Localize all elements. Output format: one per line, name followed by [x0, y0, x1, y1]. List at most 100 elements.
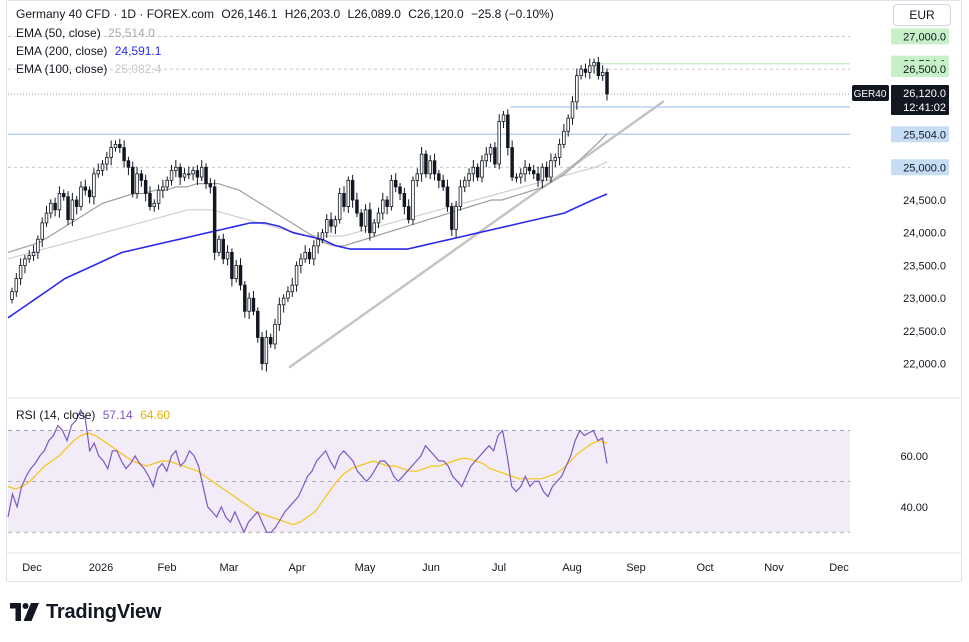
candle-body — [290, 284, 294, 293]
candle-body — [337, 193, 342, 221]
ema50-value: 25,514.0 — [108, 26, 155, 40]
candle-body — [40, 222, 44, 240]
candle-body — [376, 212, 381, 224]
price-axis-tick: 23,000.0 — [903, 293, 946, 305]
time-axis-tick: Oct — [696, 562, 713, 574]
candle-body — [450, 206, 454, 230]
candle-body — [471, 166, 476, 175]
candle-body — [557, 143, 562, 158]
time-axis-tick: Aug — [562, 562, 582, 574]
candle-body — [18, 265, 23, 279]
candle-body — [501, 114, 506, 122]
ema200-value: 24,591.1 — [114, 44, 162, 58]
candle-body — [454, 206, 458, 230]
candle-body — [27, 255, 31, 260]
time-axis-tick: Sep — [626, 562, 646, 574]
candle-body — [174, 166, 178, 171]
candle-body — [156, 189, 161, 204]
candle-body — [519, 173, 523, 178]
candle-body — [363, 209, 368, 227]
high-value: H26,203.0 — [284, 7, 341, 21]
candle-body — [165, 179, 169, 188]
candle-body — [204, 166, 208, 185]
candle-body — [325, 219, 329, 234]
rsi-legend[interactable]: RSI (14, close) 57.14 64.60 — [16, 408, 174, 422]
candle-body — [152, 202, 157, 207]
candle-body — [70, 199, 75, 221]
symbol-tag: GER40 — [854, 89, 887, 100]
candle-body — [510, 147, 514, 178]
ema100-legend[interactable]: EMA (100, close) 25,082.4 — [16, 62, 165, 76]
candle-body — [105, 157, 109, 165]
candle-body — [329, 219, 333, 227]
candle-body — [294, 265, 299, 286]
candle-body — [566, 117, 570, 132]
candle-body — [256, 310, 260, 338]
level-label: 25,504.0 — [903, 129, 946, 141]
candle-body — [109, 147, 113, 158]
candle-body — [368, 209, 372, 234]
rsi-axis-tick: 60.00 — [900, 451, 928, 463]
candle-body — [549, 160, 553, 178]
candle-body — [506, 114, 510, 149]
candle-body — [342, 193, 346, 207]
candle-body — [139, 173, 144, 181]
candle-body — [286, 291, 290, 299]
close-value: C26,120.0 — [408, 7, 464, 21]
price-axis-tick: 24,500.0 — [903, 195, 946, 207]
time-axis-tick: Apr — [288, 562, 305, 574]
candle-body — [432, 160, 437, 175]
symbol-tag-bg — [852, 84, 889, 101]
candle-body — [221, 238, 226, 260]
candle-body — [10, 291, 14, 300]
symbol-title[interactable]: Germany 40 CFD · 1D · FOREX.com — [16, 7, 215, 21]
candle-body — [135, 173, 139, 194]
candle-body — [592, 62, 596, 67]
countdown-label: 12:41:02 — [903, 102, 946, 114]
candle-body — [346, 179, 351, 207]
candle-body — [389, 179, 394, 207]
candle-body — [268, 337, 273, 345]
candle-body — [540, 166, 545, 181]
rsi-band-bg — [8, 430, 850, 533]
candle-body — [570, 101, 575, 119]
candle-body — [273, 323, 277, 345]
tradingview-logo[interactable]: TradingView — [10, 598, 161, 626]
time-axis-tick: Jun — [422, 562, 440, 574]
time-axis-tick: Dec — [829, 562, 849, 574]
brand-name: TradingView — [46, 600, 162, 623]
time-axis-tick: Jul — [492, 562, 506, 574]
change-value: −25.8 (−0.10%) — [470, 7, 554, 21]
candle-body — [57, 193, 62, 211]
candle-body — [428, 160, 432, 175]
level-label: 25,000.0 — [903, 162, 946, 174]
time-axis-tick: Nov — [764, 562, 784, 574]
candle-body — [531, 170, 536, 175]
candle-body — [260, 337, 264, 365]
ema200-legend[interactable]: EMA (200, close) 24,591.1 — [16, 44, 165, 58]
candle-body — [178, 166, 182, 178]
candle-body — [536, 173, 540, 181]
ema50-legend[interactable]: EMA (50, close) 25,514.0 — [16, 26, 159, 40]
currency-label: EUR — [909, 8, 935, 22]
candle-body — [234, 265, 238, 279]
level-label-bg — [891, 159, 949, 176]
candle-body — [588, 65, 592, 73]
candle-body — [355, 199, 359, 214]
candle-body — [480, 160, 484, 178]
candle-body — [497, 121, 501, 165]
last-price-bg — [891, 84, 949, 115]
level-label: 26,500.0 — [903, 64, 946, 76]
currency-button[interactable]: EUR — [893, 4, 951, 26]
ema50-line — [7, 133, 608, 253]
candle-body — [230, 251, 234, 279]
candle-body — [350, 179, 355, 201]
candle-body — [462, 179, 467, 188]
candle-body — [307, 251, 312, 260]
rsi-ma-value: 64.60 — [140, 408, 171, 422]
candle-body — [398, 186, 402, 194]
candle-body — [579, 68, 583, 77]
candle-body — [415, 173, 420, 181]
rsi-value: 57.14 — [102, 408, 133, 422]
